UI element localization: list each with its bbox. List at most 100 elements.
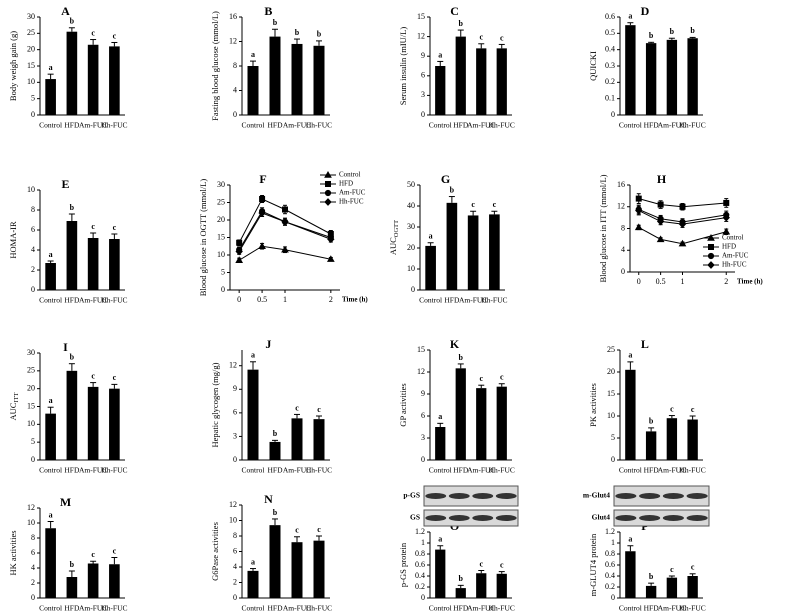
y-tick-label: 8 (621, 223, 625, 232)
y-tick-label: 10 (217, 250, 225, 259)
x-tick-label: Hh-FUC (101, 466, 127, 475)
y-tick-label: 2 (31, 265, 35, 274)
y-axis-label: Serum insulin (mIU/L) (398, 27, 408, 106)
y-label-text: QUICKI (588, 51, 598, 81)
blot (423, 509, 519, 527)
bar (109, 388, 120, 460)
y-tick-label: 12 (229, 361, 237, 370)
significance-label: c (500, 33, 504, 42)
bar (247, 66, 259, 115)
y-tick-label: 10 (407, 264, 415, 273)
blot-band (495, 515, 517, 521)
marker (722, 213, 730, 222)
marker (656, 217, 665, 226)
significance-label: c (471, 200, 475, 209)
bar (291, 43, 303, 116)
y-label-sub: ITT (13, 392, 20, 402)
blot-band (425, 515, 447, 521)
y-tick-label: 15 (27, 61, 35, 70)
x-tick-label: Control (429, 466, 452, 475)
y-tick-label: 0 (611, 455, 615, 464)
x-tick-label: Control (242, 121, 265, 130)
y-label-text: Serum insulin (mIU/L) (398, 27, 408, 106)
y-tick-label: 8 (233, 61, 237, 70)
y-tick-label: 4 (31, 563, 35, 572)
significance-label: a (251, 351, 255, 360)
significance-label: b (273, 429, 278, 438)
y-tick-label: 12 (229, 500, 237, 509)
marker (657, 201, 664, 208)
bar (66, 370, 78, 460)
y-label-text: p-GS protein (398, 542, 408, 587)
blot-label: Glut4 (592, 513, 611, 522)
bar (625, 369, 636, 460)
series-line (238, 210, 331, 251)
y-tick-label: 12 (27, 503, 35, 512)
x-tick-label: Control (39, 466, 62, 475)
y-tick-label: 0.1 (605, 93, 615, 102)
y-axis-label: Body weigh gain (g) (8, 31, 18, 101)
y-axis-label: Fasting blood glucose (mmol/L) (210, 11, 220, 121)
marker (679, 203, 686, 210)
x-tick-label: Control (39, 121, 62, 130)
x-tick-label: HFD (64, 604, 80, 613)
x-tick-label: Am-FUC (467, 604, 495, 613)
significance-label: a (251, 50, 255, 59)
x-tick-label: Control (429, 604, 452, 613)
panel-label: L (641, 337, 649, 351)
legend-marker (324, 189, 332, 197)
marker (678, 239, 687, 247)
panel-label: I (63, 340, 68, 354)
series-line (638, 209, 727, 223)
significance-label: a (251, 557, 255, 566)
x-tick-label: Am-FUC (283, 121, 311, 130)
bar (87, 386, 99, 460)
significance-label: b (273, 508, 278, 517)
y-tick-label: 20 (27, 383, 35, 392)
marker (258, 242, 266, 249)
bar (87, 238, 99, 290)
y-tick-label: 5 (31, 93, 35, 102)
blot-band (639, 493, 661, 499)
significance-label: a (438, 50, 442, 59)
y-label-text: G6Pase activities (210, 522, 220, 581)
bar (87, 44, 99, 116)
y-tick-label: 30 (217, 180, 225, 189)
significance-label: a (429, 232, 433, 241)
bar (66, 221, 78, 290)
y-axis-label: AUCOGTT (388, 220, 401, 255)
significance-label: c (113, 546, 117, 555)
significance-label: b (295, 28, 300, 37)
bar (45, 413, 56, 460)
panel-label: D (641, 4, 650, 18)
legend-label: HFD (339, 180, 353, 188)
y-label-text: HK activities (8, 530, 18, 575)
y-label-text: m-GLUT4 protein (588, 533, 598, 596)
bar (435, 66, 446, 115)
significance-label: b (317, 30, 322, 39)
significance-label: b (450, 185, 455, 194)
bar (247, 570, 259, 598)
y-tick-label: 9 (233, 384, 237, 393)
y-tick-label: 4 (621, 245, 625, 254)
bar (87, 563, 99, 598)
x-tick-label: HFD (644, 466, 660, 475)
significance-label: c (670, 565, 674, 574)
y-tick-label: 0 (233, 455, 237, 464)
blot-label: p-GS (403, 491, 420, 500)
bar (269, 36, 281, 115)
y-tick-label: 20 (27, 44, 35, 53)
y-tick-label: 0 (233, 593, 237, 602)
y-label-text: AUC (8, 402, 18, 420)
y-tick-label: 0.6 (415, 560, 425, 569)
y-tick-label: 12 (229, 36, 237, 45)
y-tick-label: 30 (407, 222, 415, 231)
x-tick-label: HFD (64, 296, 80, 305)
bar (645, 43, 657, 116)
y-tick-label: 0.8 (605, 549, 615, 558)
marker (327, 235, 335, 244)
legend-marker (325, 181, 331, 187)
y-tick-label: 0.2 (605, 582, 615, 591)
x-tick-label: HFD (267, 121, 283, 130)
